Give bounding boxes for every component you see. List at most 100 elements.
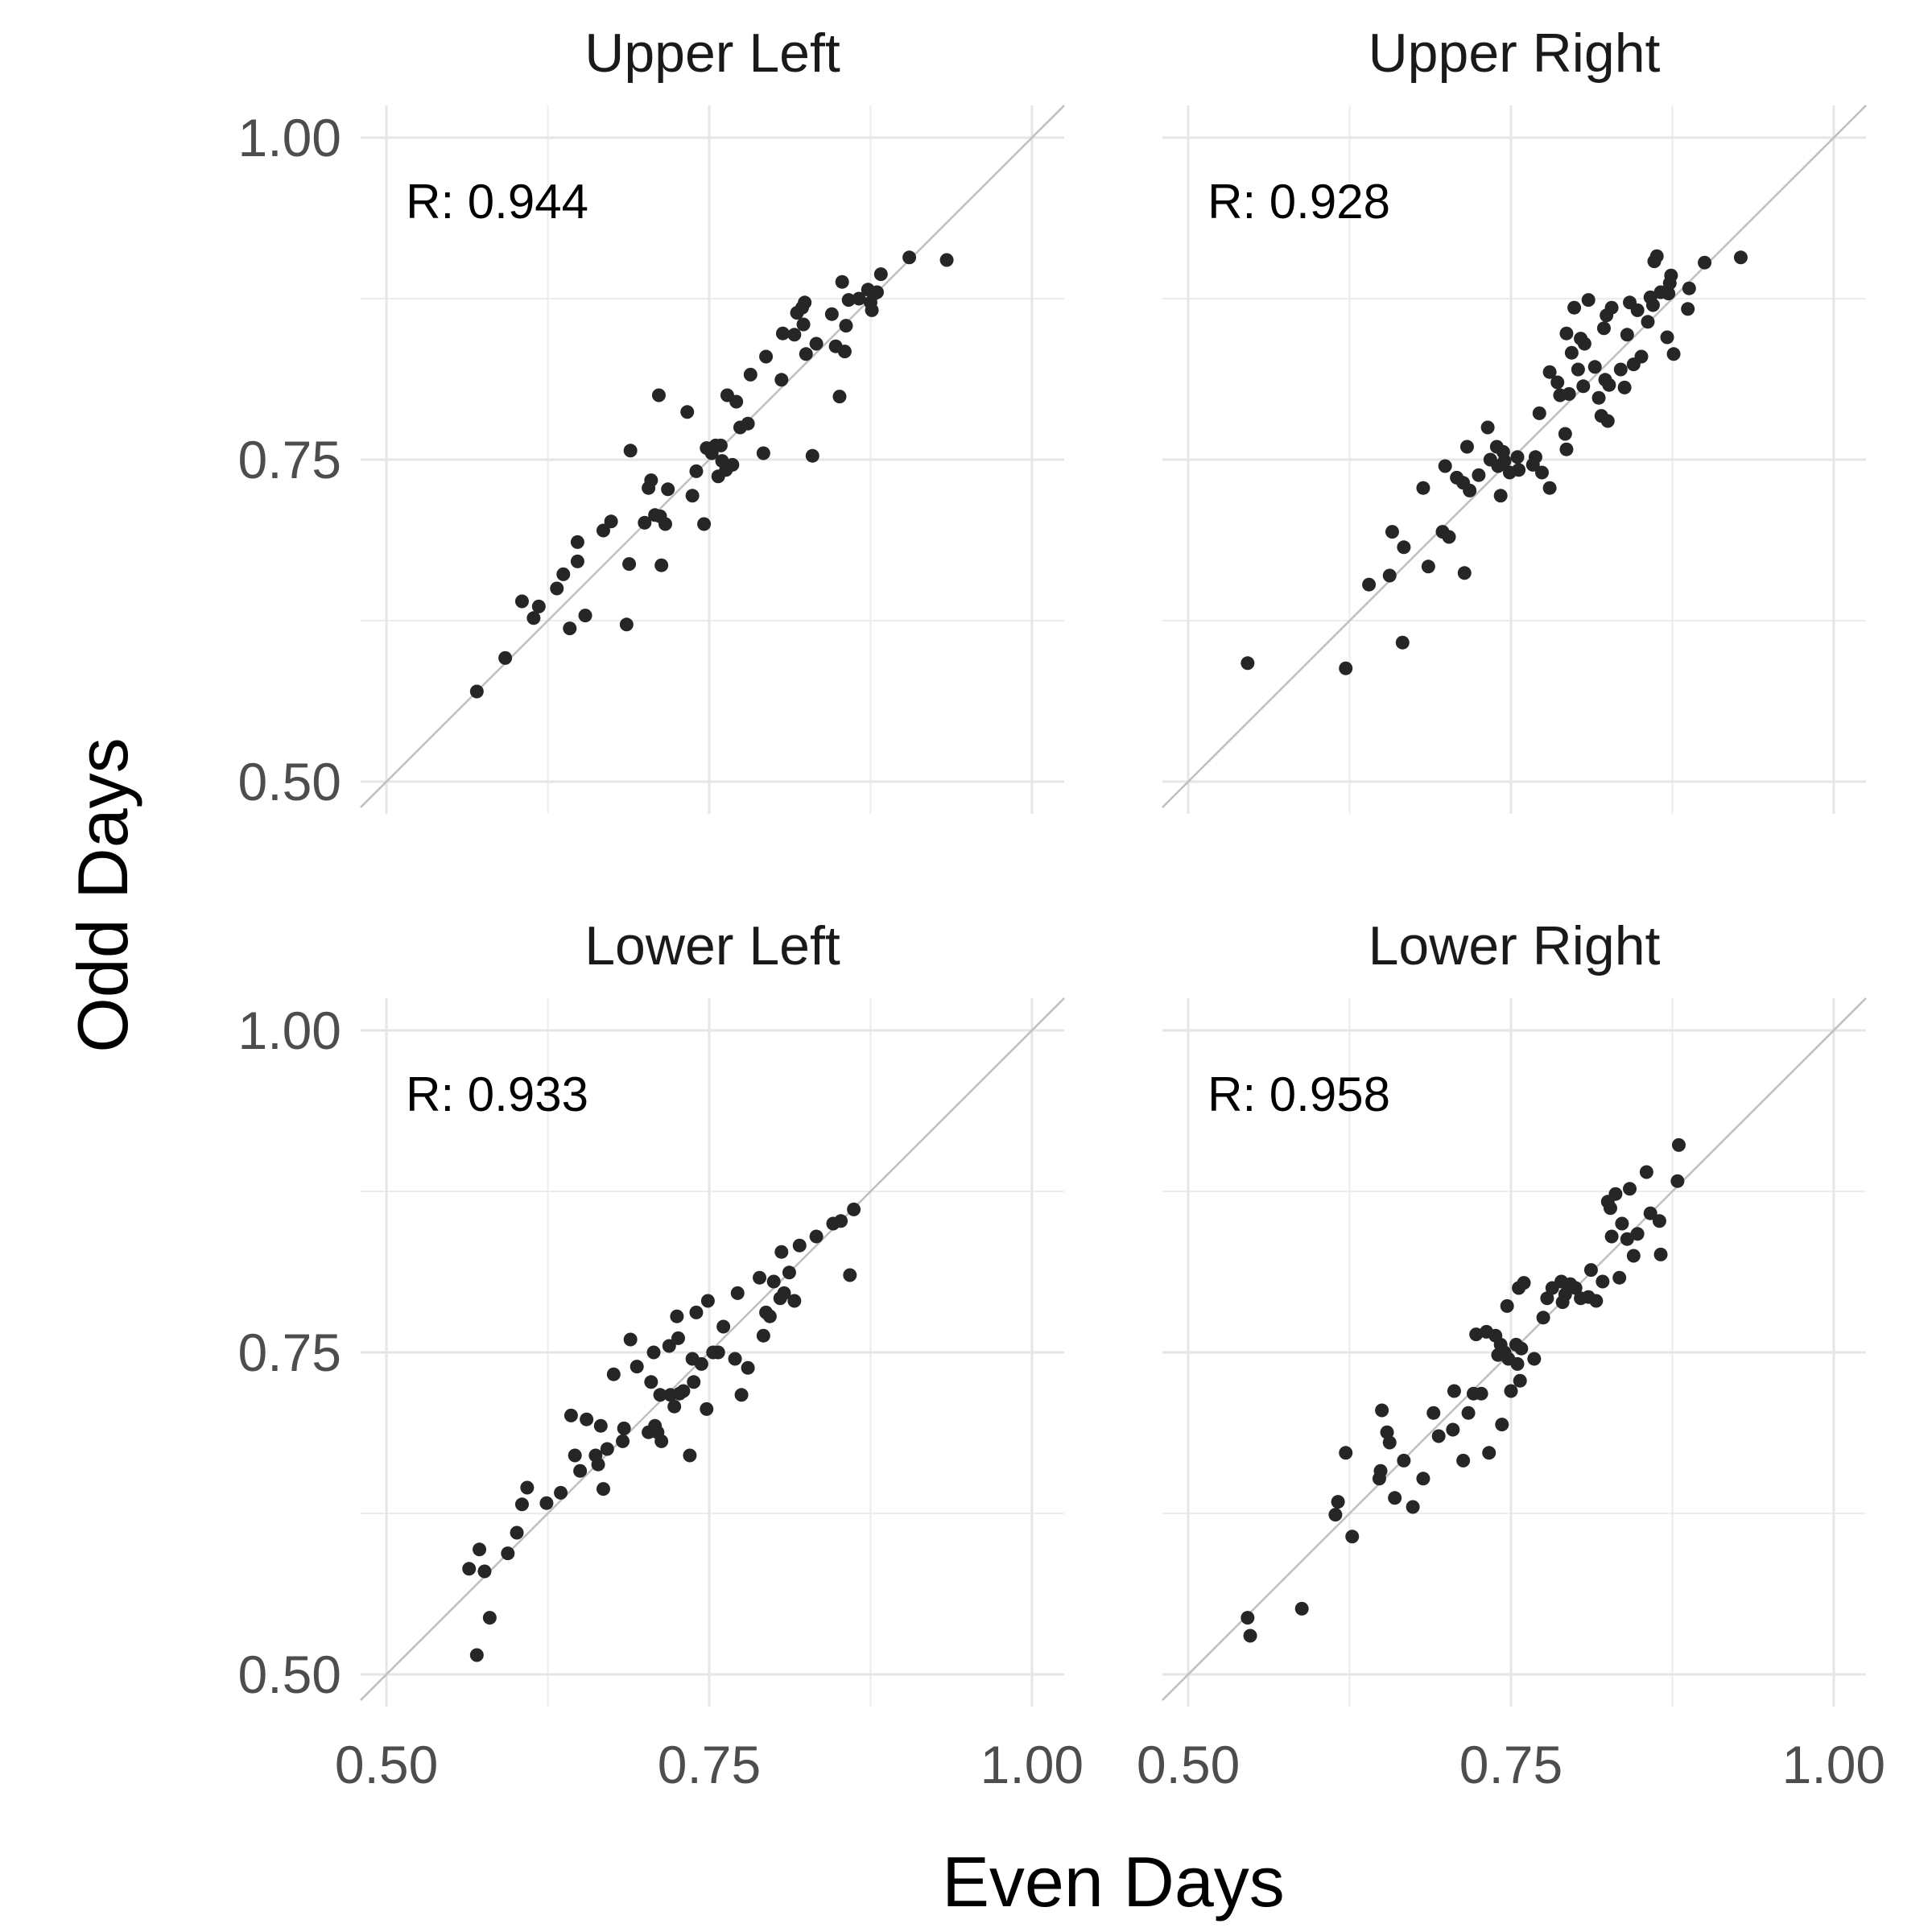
data-point xyxy=(1620,1232,1634,1246)
data-point xyxy=(526,611,541,625)
panel-title: Upper Left xyxy=(584,23,840,84)
data-point xyxy=(1459,440,1474,454)
data-point xyxy=(713,438,728,452)
data-point xyxy=(843,1268,857,1282)
data-point xyxy=(570,535,584,549)
data-point xyxy=(1652,1214,1666,1228)
data-point xyxy=(1613,362,1628,377)
data-point xyxy=(809,1229,824,1244)
x-tick-label: 1.00 xyxy=(1782,1735,1885,1794)
data-point xyxy=(782,1265,796,1280)
data-point xyxy=(762,1309,777,1323)
data-point xyxy=(644,1375,658,1389)
data-point xyxy=(1559,442,1574,456)
data-point xyxy=(787,328,802,342)
data-point xyxy=(1426,1406,1441,1420)
data-point xyxy=(1649,249,1664,263)
data-point xyxy=(1385,525,1399,539)
data-point xyxy=(1583,1263,1598,1278)
data-point xyxy=(689,1305,704,1319)
data-point xyxy=(902,250,917,265)
data-point xyxy=(730,1286,745,1300)
y-tick-label: 1.00 xyxy=(238,108,341,167)
data-point xyxy=(550,581,564,596)
r-annotation: R: 0.944 xyxy=(406,175,588,229)
data-point xyxy=(1671,1137,1686,1152)
data-point xyxy=(1345,1530,1360,1544)
y-tick-label: 0.75 xyxy=(238,1323,341,1382)
data-point xyxy=(1375,1403,1389,1418)
data-point xyxy=(1617,380,1632,394)
data-point xyxy=(1641,315,1655,329)
data-point xyxy=(580,1412,594,1426)
data-point xyxy=(1634,349,1649,364)
data-point xyxy=(623,444,638,458)
data-point xyxy=(676,1384,691,1398)
data-point xyxy=(1626,1249,1641,1263)
data-point xyxy=(1596,321,1611,336)
data-point xyxy=(841,293,856,308)
data-point xyxy=(729,394,744,409)
data-point xyxy=(837,345,852,359)
data-point xyxy=(1567,300,1582,315)
data-point xyxy=(1682,281,1696,295)
data-point xyxy=(687,1375,701,1389)
data-point xyxy=(623,1332,638,1347)
data-point xyxy=(1589,1294,1604,1308)
x-tick-label: 0.50 xyxy=(1137,1735,1240,1794)
data-point xyxy=(1612,1270,1627,1285)
data-point xyxy=(939,253,954,267)
data-point xyxy=(1604,1229,1619,1244)
y-tick-label: 0.75 xyxy=(238,430,341,489)
data-point xyxy=(622,557,637,572)
data-point xyxy=(1615,1216,1629,1231)
data-point xyxy=(638,515,652,530)
data-point xyxy=(1294,1601,1309,1616)
data-point xyxy=(1397,1453,1411,1468)
data-point xyxy=(596,523,610,538)
data-point xyxy=(1442,530,1456,544)
data-point xyxy=(1558,427,1572,441)
data-point xyxy=(1339,1446,1353,1460)
data-point xyxy=(1395,635,1410,650)
data-point xyxy=(570,554,584,568)
data-point xyxy=(1600,414,1615,428)
data-point xyxy=(805,448,819,463)
data-point xyxy=(1446,1422,1460,1437)
data-point xyxy=(700,1402,714,1416)
data-point xyxy=(1662,287,1676,301)
data-point xyxy=(501,1546,515,1561)
data-point xyxy=(1542,481,1557,495)
data-point xyxy=(654,1434,669,1448)
data-point xyxy=(573,1463,588,1478)
data-point xyxy=(600,1442,614,1456)
data-point xyxy=(556,567,571,581)
data-point xyxy=(1571,362,1585,377)
data-point xyxy=(1421,559,1435,574)
data-point xyxy=(563,621,577,636)
data-point xyxy=(774,373,789,387)
data-point xyxy=(1620,328,1634,342)
data-point xyxy=(616,1434,630,1448)
data-point xyxy=(1510,1356,1525,1371)
y-tick-label: 0.50 xyxy=(238,1645,341,1704)
data-point xyxy=(651,388,666,402)
data-point xyxy=(1517,1276,1531,1290)
data-point xyxy=(1500,1298,1514,1313)
data-point xyxy=(766,1274,781,1289)
data-point xyxy=(1558,1287,1572,1302)
data-point xyxy=(520,1480,535,1495)
data-point xyxy=(604,514,618,529)
data-point xyxy=(1608,1187,1623,1201)
data-point xyxy=(1438,459,1452,473)
data-point xyxy=(852,291,866,306)
data-point xyxy=(1733,250,1748,265)
data-point xyxy=(1532,406,1546,420)
data-point xyxy=(728,1352,742,1366)
data-point xyxy=(1461,1406,1476,1420)
data-point xyxy=(630,1360,644,1374)
data-point xyxy=(591,1457,605,1472)
y-tick-label: 0.50 xyxy=(238,752,341,811)
data-point xyxy=(646,1345,661,1360)
data-point xyxy=(775,326,790,341)
